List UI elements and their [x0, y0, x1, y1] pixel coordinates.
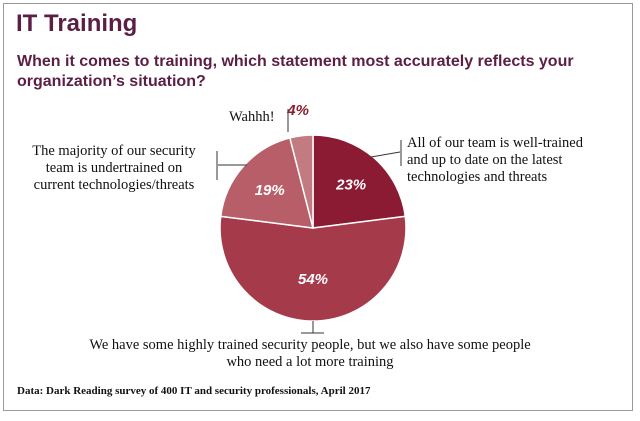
- label-well-trained: All of our team is well-trained and up t…: [407, 135, 583, 185]
- slice-value-well-trained: 23%: [335, 177, 366, 194]
- slice-value-wahhh: 4%: [286, 102, 309, 119]
- label-undertrained: The majority of our security team is und…: [32, 143, 196, 193]
- pie-slice-undertrained: [219, 137, 315, 229]
- pie-slice-some-trained: [219, 215, 407, 322]
- pie-slice-well-trained: [312, 134, 407, 229]
- label-some-trained: We have some highly trained security peo…: [89, 337, 531, 370]
- chart-title: IT Training: [16, 10, 138, 37]
- data-source: Data: Dark Reading survey of 400 IT and …: [17, 385, 371, 397]
- pie-slice-wahhh: [288, 134, 314, 229]
- chart-subtitle: When it comes to training, which stateme…: [17, 53, 574, 90]
- label-wahhh: Wahhh!: [229, 109, 275, 125]
- slice-value-some-trained: 54%: [298, 271, 328, 288]
- leader-line-well-trained: [370, 151, 401, 158]
- slice-value-undertrained: 19%: [255, 182, 285, 199]
